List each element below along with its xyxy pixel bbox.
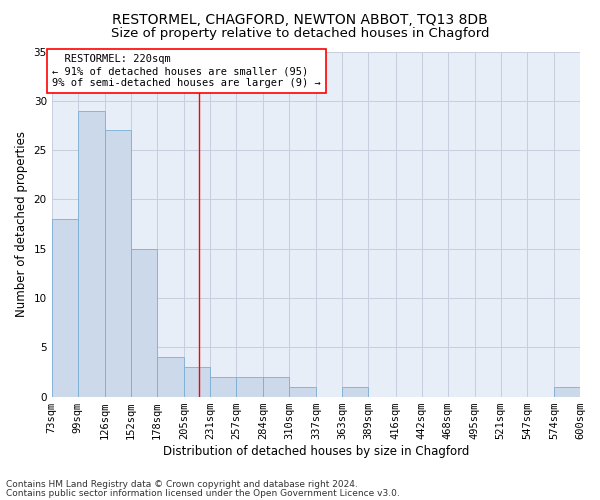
Text: Contains public sector information licensed under the Open Government Licence v3: Contains public sector information licen… [6,488,400,498]
Bar [263,377,289,396]
Bar [131,248,157,396]
Text: Size of property relative to detached houses in Chagford: Size of property relative to detached ho… [111,28,489,40]
Bar [236,377,263,396]
Bar [157,357,184,397]
X-axis label: Distribution of detached houses by size in Chagford: Distribution of detached houses by size … [163,444,469,458]
Text: RESTORMEL: 220sqm
← 91% of detached houses are smaller (95)
9% of semi-detached : RESTORMEL: 220sqm ← 91% of detached hous… [52,54,321,88]
Bar [105,130,131,396]
Bar [210,377,236,396]
Bar [554,386,580,396]
Text: RESTORMEL, CHAGFORD, NEWTON ABBOT, TQ13 8DB: RESTORMEL, CHAGFORD, NEWTON ABBOT, TQ13 … [112,12,488,26]
Bar [78,110,105,397]
Text: Contains HM Land Registry data © Crown copyright and database right 2024.: Contains HM Land Registry data © Crown c… [6,480,358,489]
Bar [52,219,78,396]
Bar [289,386,316,396]
Y-axis label: Number of detached properties: Number of detached properties [15,131,28,317]
Bar [184,367,210,396]
Bar [343,386,368,396]
